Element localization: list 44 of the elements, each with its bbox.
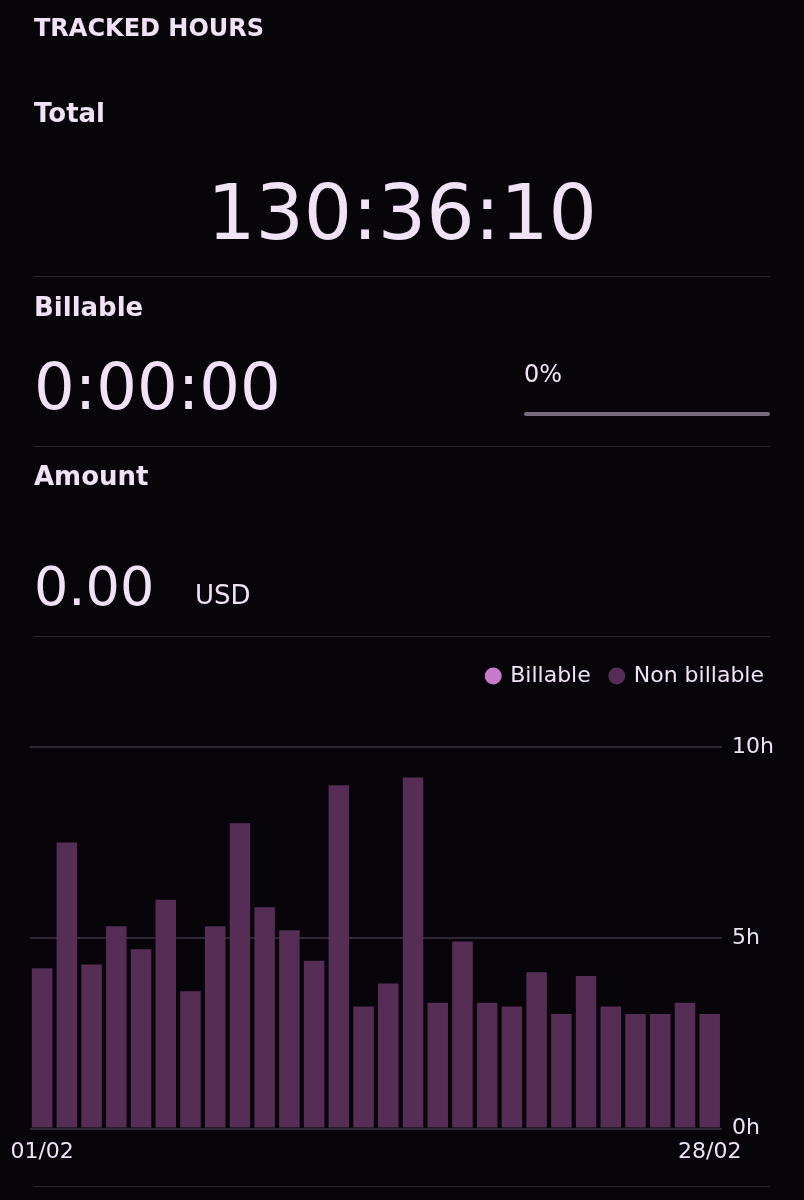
bar <box>649 1014 671 1128</box>
bar <box>476 1002 498 1128</box>
bar <box>402 777 424 1128</box>
text: 0% <box>524 360 563 388</box>
bar <box>130 949 152 1128</box>
text: USD <box>195 580 251 610</box>
y-tick-label: 0h <box>732 1114 761 1140</box>
legend-label: Billable <box>510 661 591 687</box>
bar <box>699 1014 720 1128</box>
text: 0:00:00 <box>34 350 281 424</box>
bar <box>575 975 597 1128</box>
bar <box>81 964 102 1128</box>
bar <box>328 785 350 1128</box>
bar <box>155 899 177 1128</box>
legend-label: Non billable <box>633 661 764 687</box>
bar <box>279 930 300 1128</box>
text: Total <box>34 98 106 128</box>
text: 0.00 <box>34 555 155 618</box>
bar <box>551 1014 572 1128</box>
bar <box>31 968 53 1128</box>
bar <box>254 907 275 1128</box>
bar <box>452 941 473 1128</box>
text: Amount <box>34 461 149 491</box>
bar <box>353 1006 374 1128</box>
bar <box>625 1014 646 1128</box>
y-tick-label: 5h <box>732 923 761 949</box>
bar <box>229 823 251 1128</box>
bar <box>106 926 127 1128</box>
text: Billable <box>34 292 144 322</box>
bar <box>600 1006 622 1128</box>
y-tick-label: 10h <box>732 732 774 758</box>
x-tick-label: 28/02 <box>678 1137 742 1163</box>
text: 130:36:10 <box>206 168 598 257</box>
bar <box>501 1006 523 1128</box>
bar <box>180 991 201 1128</box>
bar <box>526 972 547 1128</box>
chart-title: TRACKED HOURS <box>34 14 265 42</box>
bar <box>674 1002 696 1128</box>
bar <box>378 983 399 1128</box>
bar <box>427 1002 448 1128</box>
bar <box>204 926 226 1128</box>
bar <box>303 960 325 1128</box>
bar <box>56 842 78 1128</box>
x-tick-label: 01/02 <box>10 1137 74 1163</box>
